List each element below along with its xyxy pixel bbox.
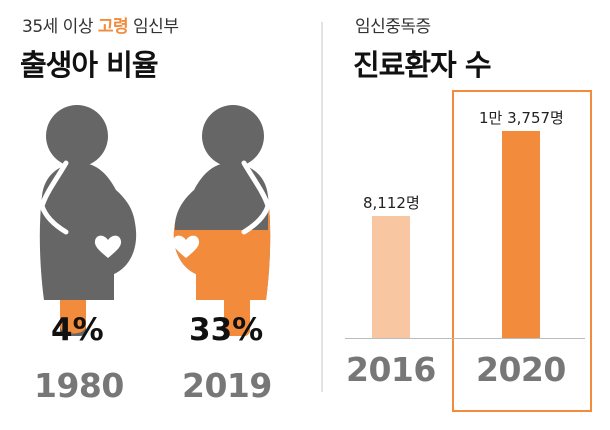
right-subtitle: 임신중독증 xyxy=(355,17,431,37)
bar-label-2020: 1만 3,757명 xyxy=(479,109,564,127)
year-2016: 2016 xyxy=(346,350,436,389)
left-subtitle-post: 임신부 xyxy=(128,17,179,37)
highlight-box-2020 xyxy=(452,90,592,412)
bar-label-2016: 8,112명 xyxy=(363,194,420,212)
bar-baseline xyxy=(345,338,585,339)
percent-1980: 4% xyxy=(51,312,104,348)
left-title: 출생아 비율 xyxy=(20,48,158,82)
left-subtitle: 35세 이상 고령 임신부 xyxy=(22,12,179,37)
bar-2016 xyxy=(372,216,410,338)
percent-2019: 33% xyxy=(189,312,264,348)
year-2019: 2019 xyxy=(182,366,272,405)
pregnant-figure-1980-icon xyxy=(39,105,137,336)
pregnant-figures-pictogram xyxy=(39,105,271,336)
left-subtitle-pre: 35세 이상 xyxy=(22,17,98,37)
right-title: 진료환자 수 xyxy=(353,48,491,82)
year-1980: 1980 xyxy=(34,366,124,405)
year-2020: 2020 xyxy=(476,350,566,389)
pregnant-figure-2019-icon xyxy=(172,105,271,336)
bar-2020 xyxy=(502,131,540,338)
left-subtitle-accent: 고령 xyxy=(97,17,129,37)
panel-divider xyxy=(321,22,323,392)
